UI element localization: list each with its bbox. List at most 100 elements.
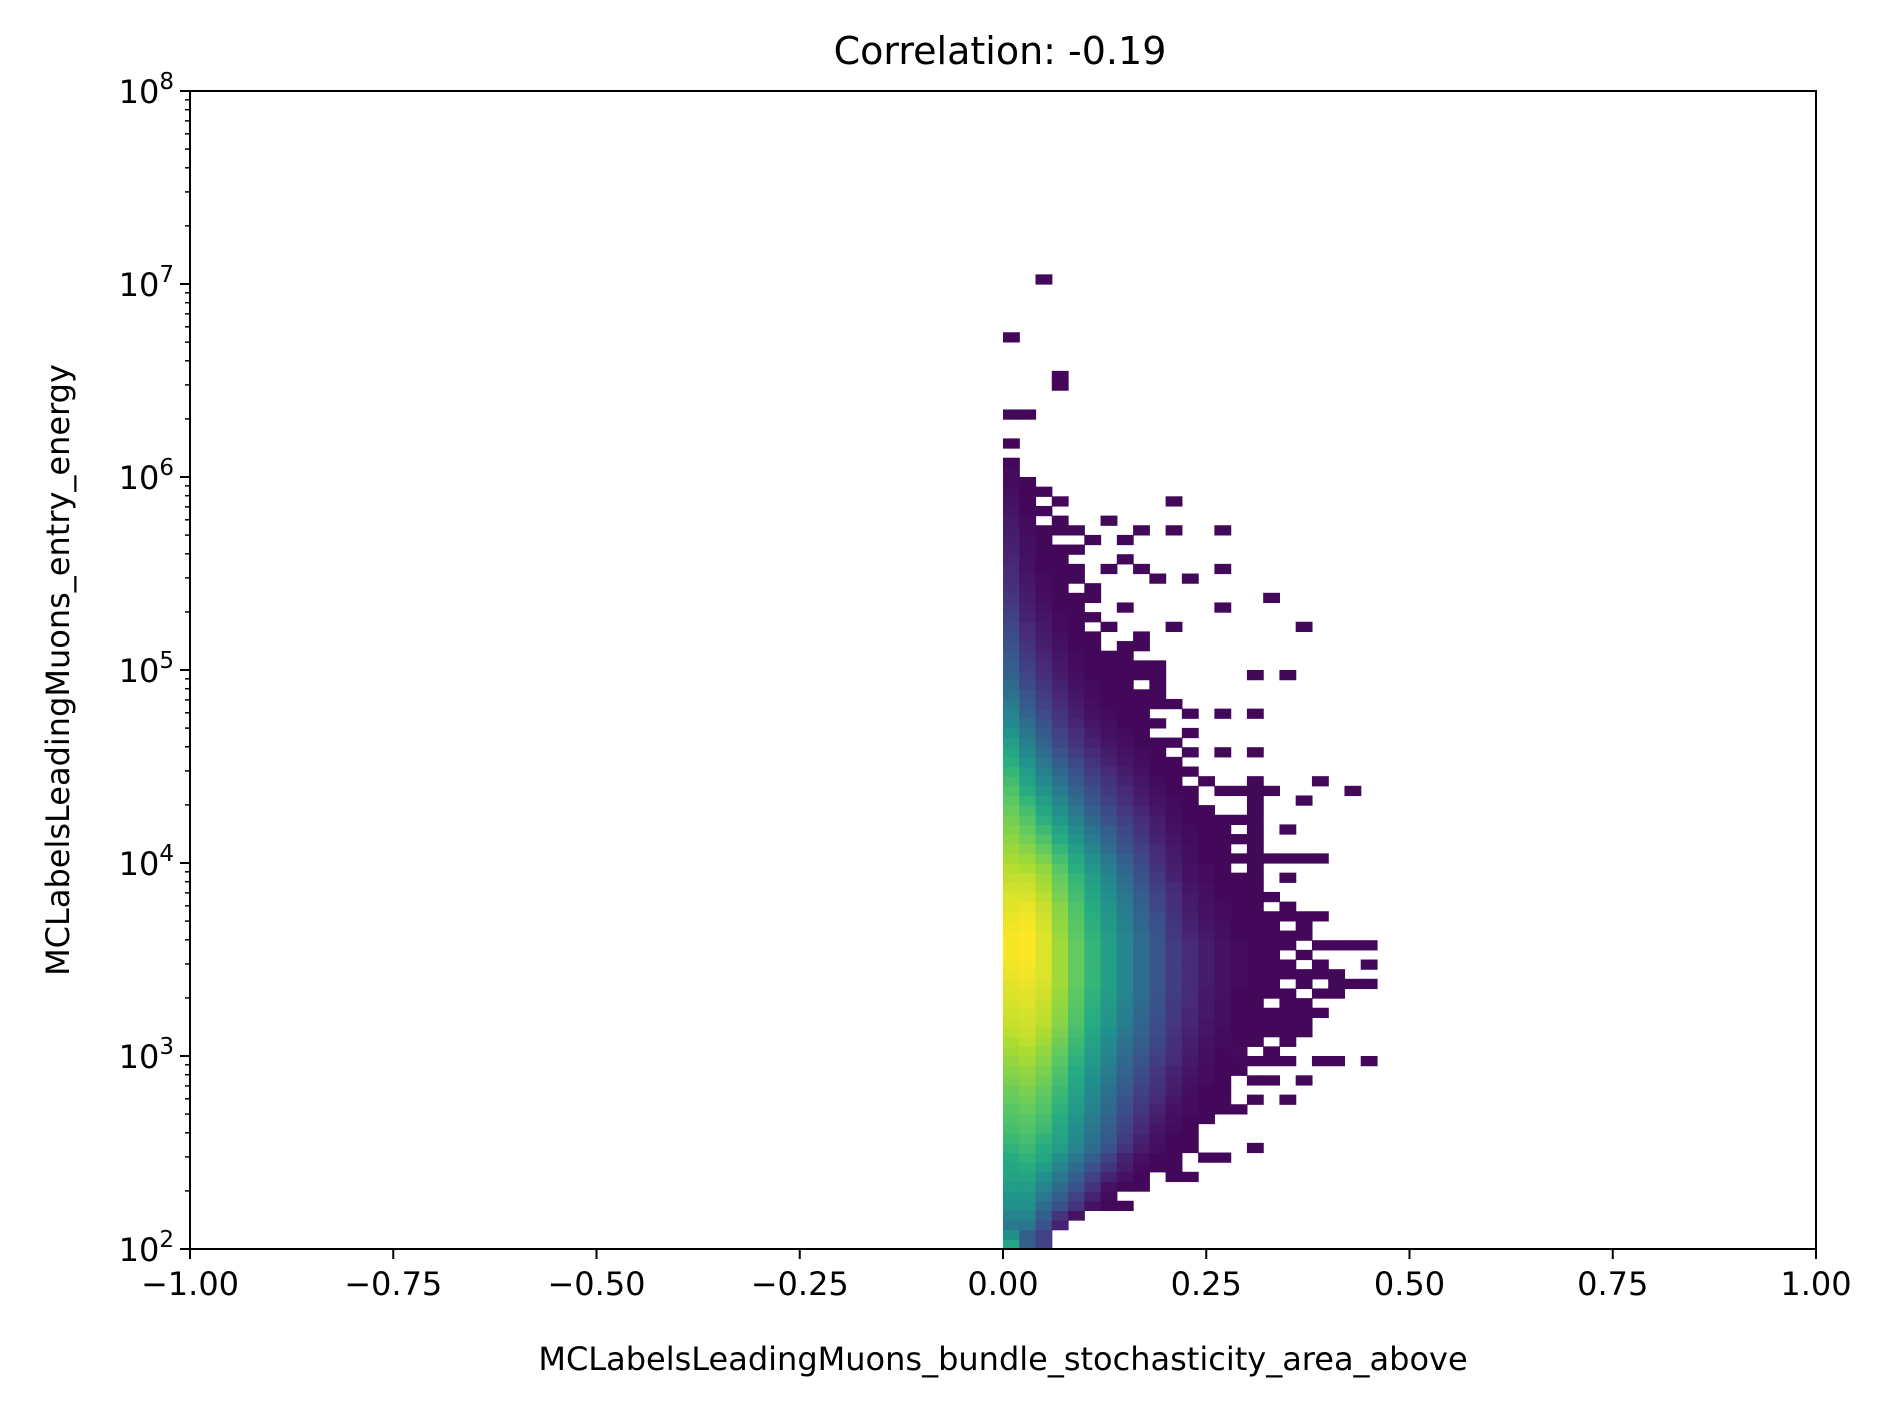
- heatmap-cell: [1035, 1065, 1053, 1076]
- heatmap-cell: [1084, 1065, 1102, 1076]
- heatmap-cell: [1149, 1142, 1167, 1154]
- heatmap-cell: [1149, 882, 1167, 893]
- heatmap-cell: [1198, 901, 1215, 912]
- heatmap-cell: [1214, 834, 1232, 845]
- heatmap-cell: [1295, 795, 1313, 806]
- heatmap-cell: [1051, 650, 1069, 661]
- heatmap-cell: [1246, 949, 1264, 961]
- heatmap-cell: [1084, 843, 1102, 854]
- heatmap-cell: [1263, 785, 1281, 797]
- heatmap-cell: [1165, 911, 1183, 922]
- heatmap-cell: [1149, 1017, 1167, 1028]
- heatmap-cell: [1214, 525, 1232, 536]
- heatmap-cell: [1116, 1133, 1134, 1144]
- heatmap-cell: [1019, 949, 1037, 961]
- heatmap-cell: [1165, 496, 1183, 507]
- heatmap-cell: [1084, 1162, 1102, 1173]
- heatmap-cell: [1003, 554, 1020, 565]
- heatmap-cell: [1116, 834, 1134, 845]
- heatmap-cell: [1019, 1181, 1037, 1192]
- heatmap-cell: [1068, 814, 1085, 825]
- heatmap-cell: [1068, 949, 1085, 961]
- heatmap-cell: [1068, 930, 1085, 941]
- heatmap-cell: [1198, 1056, 1215, 1067]
- heatmap-cell: [1035, 612, 1053, 623]
- heatmap-cell: [1019, 1123, 1037, 1134]
- heatmap-cell: [1100, 911, 1118, 922]
- heatmap-cell: [1263, 978, 1281, 990]
- heatmap-cell: [1035, 718, 1053, 729]
- heatmap-cell: [1084, 785, 1102, 797]
- heatmap-cell: [1230, 1104, 1248, 1115]
- heatmap-cell: [1084, 698, 1102, 710]
- heatmap-cell: [1068, 1210, 1085, 1221]
- heatmap-cell: [1019, 959, 1037, 970]
- heatmap-cell: [1084, 747, 1102, 758]
- heatmap-cell: [1100, 679, 1118, 690]
- heatmap-cell: [1214, 940, 1232, 951]
- heatmap-cell: [1100, 756, 1118, 768]
- heatmap-cell: [1149, 1084, 1167, 1096]
- heatmap-cell: [1035, 708, 1053, 719]
- heatmap-cell: [1019, 785, 1037, 797]
- heatmap-cell: [1100, 621, 1118, 632]
- heatmap-cell: [1003, 641, 1020, 652]
- heatmap-cell: [1100, 1113, 1118, 1125]
- heatmap-cell: [1019, 1046, 1037, 1057]
- heatmap-cell: [1100, 1142, 1118, 1154]
- heatmap-cell: [1246, 882, 1264, 893]
- heatmap-cell: [1133, 1142, 1150, 1154]
- heatmap-cell: [1165, 1065, 1183, 1076]
- heatmap-cell: [1149, 891, 1167, 903]
- heatmap-cell: [1019, 583, 1037, 594]
- heatmap-cell: [1198, 978, 1215, 990]
- heatmap-cell: [1133, 853, 1150, 864]
- heatmap-cell: [1068, 737, 1085, 748]
- heatmap-cell: [1133, 1056, 1150, 1067]
- heatmap-cell: [1019, 727, 1037, 739]
- heatmap-cell: [1116, 814, 1134, 825]
- heatmap-cell: [1035, 1104, 1053, 1115]
- heatmap-cell: [1019, 814, 1037, 825]
- heatmap-cell: [1084, 949, 1102, 961]
- heatmap-cell: [1051, 805, 1069, 816]
- heatmap-cell: [1035, 274, 1053, 285]
- heatmap-cell: [1019, 1210, 1037, 1221]
- heatmap-cell: [1295, 969, 1313, 980]
- heatmap-cell: [1181, 843, 1199, 854]
- heatmap-cell: [1214, 1017, 1232, 1028]
- heatmap-cell: [1003, 834, 1020, 845]
- heatmap-cell: [1165, 940, 1183, 951]
- heatmap-cell: [1116, 891, 1134, 903]
- heatmap-cell: [1214, 1075, 1232, 1086]
- heatmap-cell: [1181, 949, 1199, 961]
- heatmap-cell: [1035, 1036, 1053, 1047]
- heatmap-cell: [1068, 592, 1085, 604]
- heatmap-cell: [1003, 1113, 1020, 1125]
- heatmap-cell: [1279, 853, 1297, 864]
- heatmap-cell: [1295, 1027, 1313, 1038]
- heatmap-cell: [1149, 988, 1167, 999]
- heatmap-cell: [1133, 891, 1150, 903]
- heatmap-cell: [1019, 805, 1037, 816]
- heatmap-cell: [1084, 583, 1102, 594]
- heatmap-cell: [1279, 1056, 1297, 1067]
- heatmap-cell: [1133, 1027, 1150, 1038]
- heatmap-cell: [1068, 1191, 1085, 1202]
- heatmap-cell: [1263, 969, 1281, 980]
- heatmap-cell: [1116, 1084, 1134, 1096]
- heatmap-cell: [1133, 631, 1150, 642]
- heatmap-cell: [1051, 1220, 1069, 1231]
- heatmap-cell: [1051, 795, 1069, 806]
- heatmap-cell: [1116, 863, 1134, 874]
- heatmap-cell: [1051, 1152, 1069, 1163]
- heatmap-cell: [1311, 988, 1329, 999]
- heatmap-cell: [1068, 727, 1085, 739]
- heatmap-cell: [1035, 998, 1053, 1009]
- heatmap-cell: [1246, 785, 1264, 797]
- heatmap-cell: [1246, 978, 1264, 990]
- heatmap-cell: [1084, 998, 1102, 1009]
- heatmap-cell: [1035, 1152, 1053, 1163]
- heatmap-cell: [1295, 621, 1313, 632]
- heatmap-cell: [1149, 573, 1167, 584]
